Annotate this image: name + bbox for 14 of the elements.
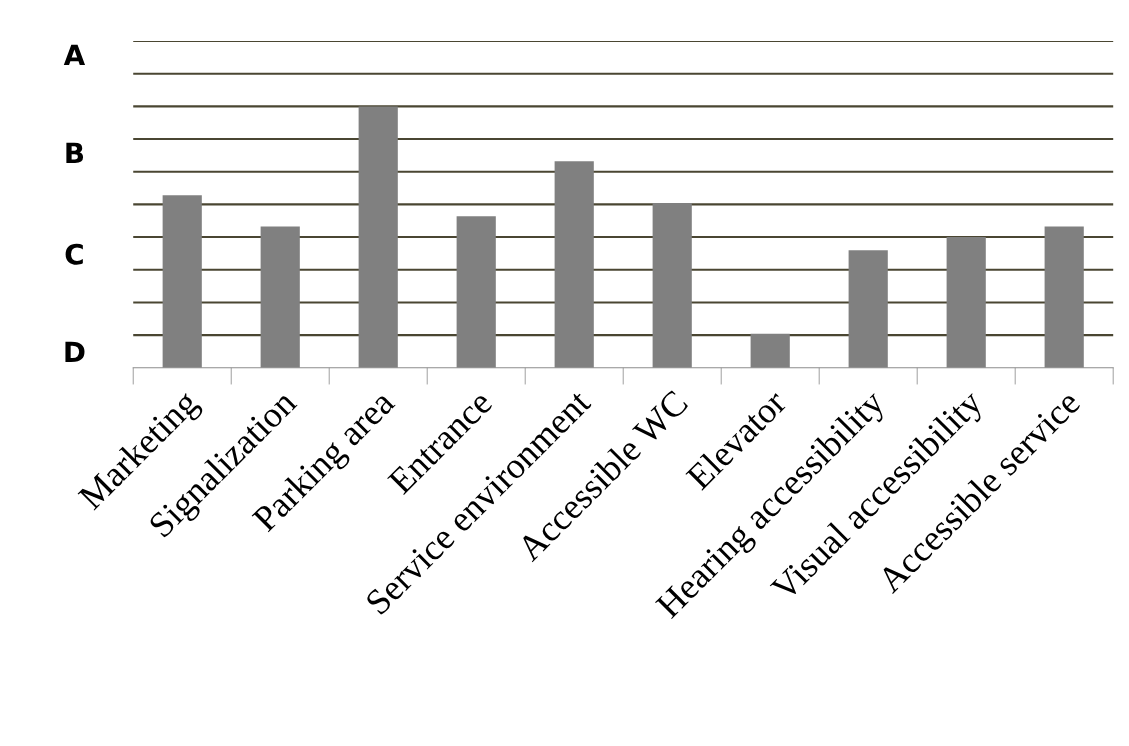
text: C — [65, 243, 83, 265]
text: B — [66, 142, 84, 164]
bar — [162, 195, 202, 368]
bar — [554, 161, 594, 368]
text: A — [63, 44, 86, 66]
bar — [946, 237, 986, 368]
bar — [848, 250, 888, 368]
bar — [750, 333, 790, 368]
bar — [652, 203, 692, 368]
bar — [260, 226, 300, 368]
bar — [456, 216, 496, 368]
text: D — [65, 341, 85, 362]
bar — [358, 106, 398, 368]
bar — [1044, 226, 1084, 368]
